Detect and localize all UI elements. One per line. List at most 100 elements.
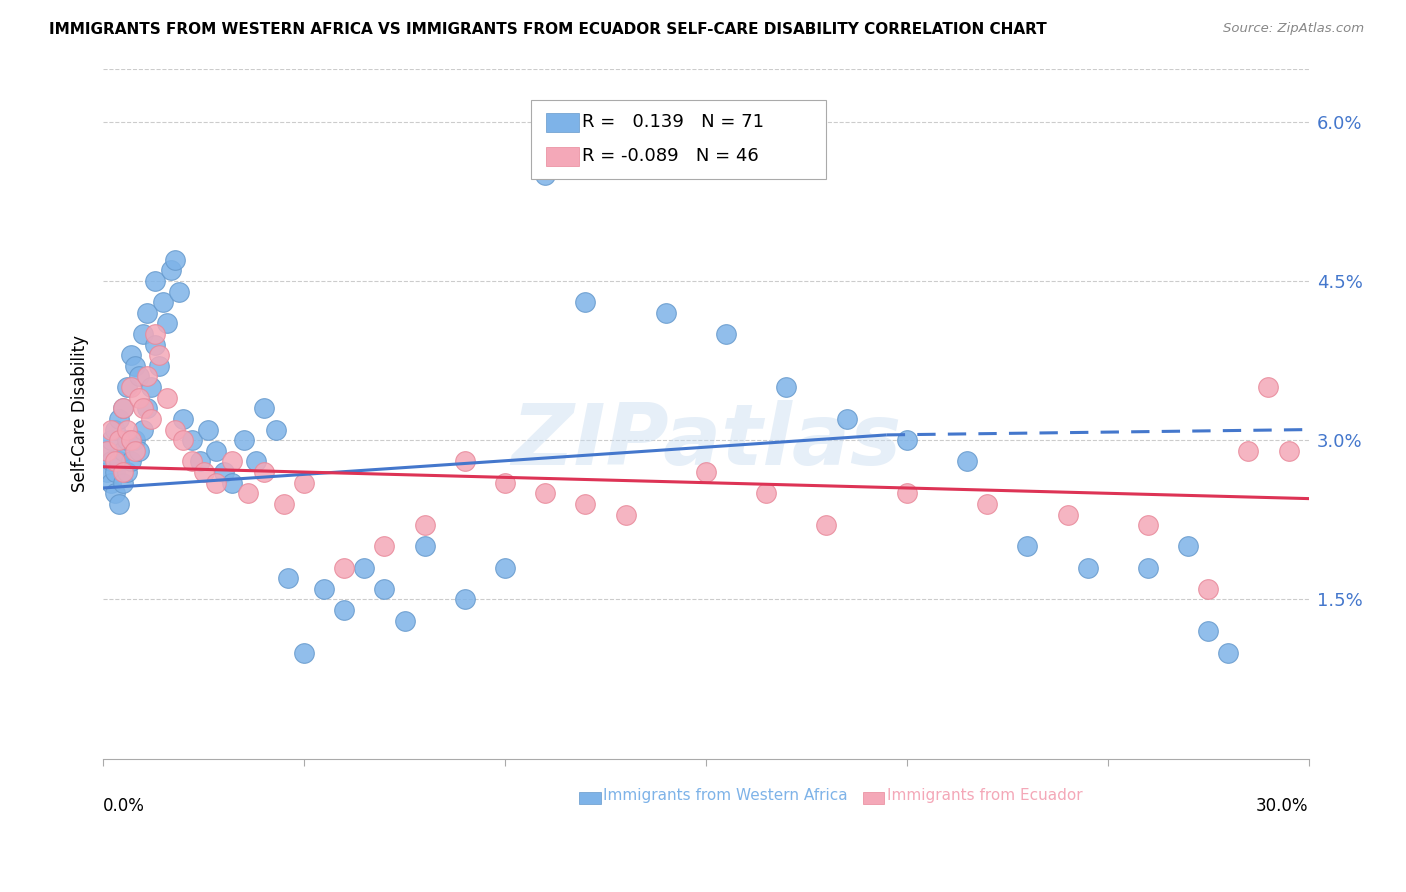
Point <box>141 380 163 394</box>
Point <box>156 317 179 331</box>
Point <box>124 443 146 458</box>
Point <box>128 391 150 405</box>
Point <box>1136 560 1159 574</box>
Point <box>112 401 135 416</box>
Point <box>124 433 146 447</box>
Point <box>148 359 170 373</box>
Point <box>115 465 138 479</box>
Point <box>454 592 477 607</box>
Point <box>353 560 375 574</box>
Point <box>373 582 395 596</box>
Point <box>100 433 122 447</box>
Point <box>96 443 118 458</box>
Point <box>714 326 737 341</box>
Point <box>454 454 477 468</box>
Point <box>1277 443 1299 458</box>
Point <box>115 380 138 394</box>
FancyBboxPatch shape <box>531 100 827 179</box>
Point <box>1197 582 1219 596</box>
Point <box>165 423 187 437</box>
Point <box>115 433 138 447</box>
Point <box>373 540 395 554</box>
Point <box>896 486 918 500</box>
Point <box>100 475 122 490</box>
Point <box>333 603 356 617</box>
Bar <box>546 112 579 132</box>
Point <box>160 263 183 277</box>
Point <box>394 614 416 628</box>
Point <box>104 454 127 468</box>
Point <box>1257 380 1279 394</box>
Point <box>277 571 299 585</box>
Text: R = -0.089   N = 46: R = -0.089 N = 46 <box>582 147 758 165</box>
Point <box>221 475 243 490</box>
Point <box>100 423 122 437</box>
Point <box>815 518 838 533</box>
Point <box>124 359 146 373</box>
Bar <box>863 792 884 805</box>
Point <box>120 348 142 362</box>
Point <box>292 475 315 490</box>
Point <box>128 369 150 384</box>
Point <box>574 295 596 310</box>
Point <box>136 306 159 320</box>
Point <box>96 465 118 479</box>
Point <box>141 412 163 426</box>
Point <box>104 465 127 479</box>
Point <box>145 326 167 341</box>
Point <box>115 423 138 437</box>
Point <box>1218 646 1240 660</box>
Point <box>136 401 159 416</box>
Point <box>120 380 142 394</box>
Point <box>108 454 131 468</box>
Point <box>264 423 287 437</box>
Point <box>1197 624 1219 639</box>
Point <box>413 518 436 533</box>
Point <box>112 475 135 490</box>
Point <box>148 348 170 362</box>
Point <box>193 465 215 479</box>
Point <box>253 401 276 416</box>
Point <box>534 168 557 182</box>
Text: 0.0%: 0.0% <box>103 797 145 814</box>
Point <box>132 401 155 416</box>
Point <box>108 433 131 447</box>
Point <box>197 423 219 437</box>
Bar <box>546 146 579 166</box>
Point <box>180 433 202 447</box>
Bar <box>579 792 600 805</box>
Point <box>104 423 127 437</box>
Point <box>100 454 122 468</box>
Point <box>896 433 918 447</box>
Point <box>956 454 979 468</box>
Point <box>314 582 336 596</box>
Point <box>253 465 276 479</box>
Point <box>96 443 118 458</box>
Point <box>1136 518 1159 533</box>
Text: R =   0.139   N = 71: R = 0.139 N = 71 <box>582 113 763 131</box>
Point <box>136 369 159 384</box>
Point <box>835 412 858 426</box>
Point <box>165 252 187 267</box>
Point <box>173 412 195 426</box>
Point <box>180 454 202 468</box>
Point <box>152 295 174 310</box>
Point <box>654 306 676 320</box>
Point <box>204 475 226 490</box>
Point <box>169 285 191 299</box>
Text: Immigrants from Ecuador: Immigrants from Ecuador <box>887 788 1083 803</box>
Point <box>132 326 155 341</box>
Point <box>413 540 436 554</box>
Point <box>1237 443 1260 458</box>
Point <box>173 433 195 447</box>
Point <box>132 423 155 437</box>
Point <box>695 465 717 479</box>
Point <box>145 337 167 351</box>
Point <box>112 401 135 416</box>
Point <box>204 443 226 458</box>
Point <box>976 497 998 511</box>
Y-axis label: Self-Care Disability: Self-Care Disability <box>72 335 89 492</box>
Point <box>333 560 356 574</box>
Point <box>212 465 235 479</box>
Point <box>112 443 135 458</box>
